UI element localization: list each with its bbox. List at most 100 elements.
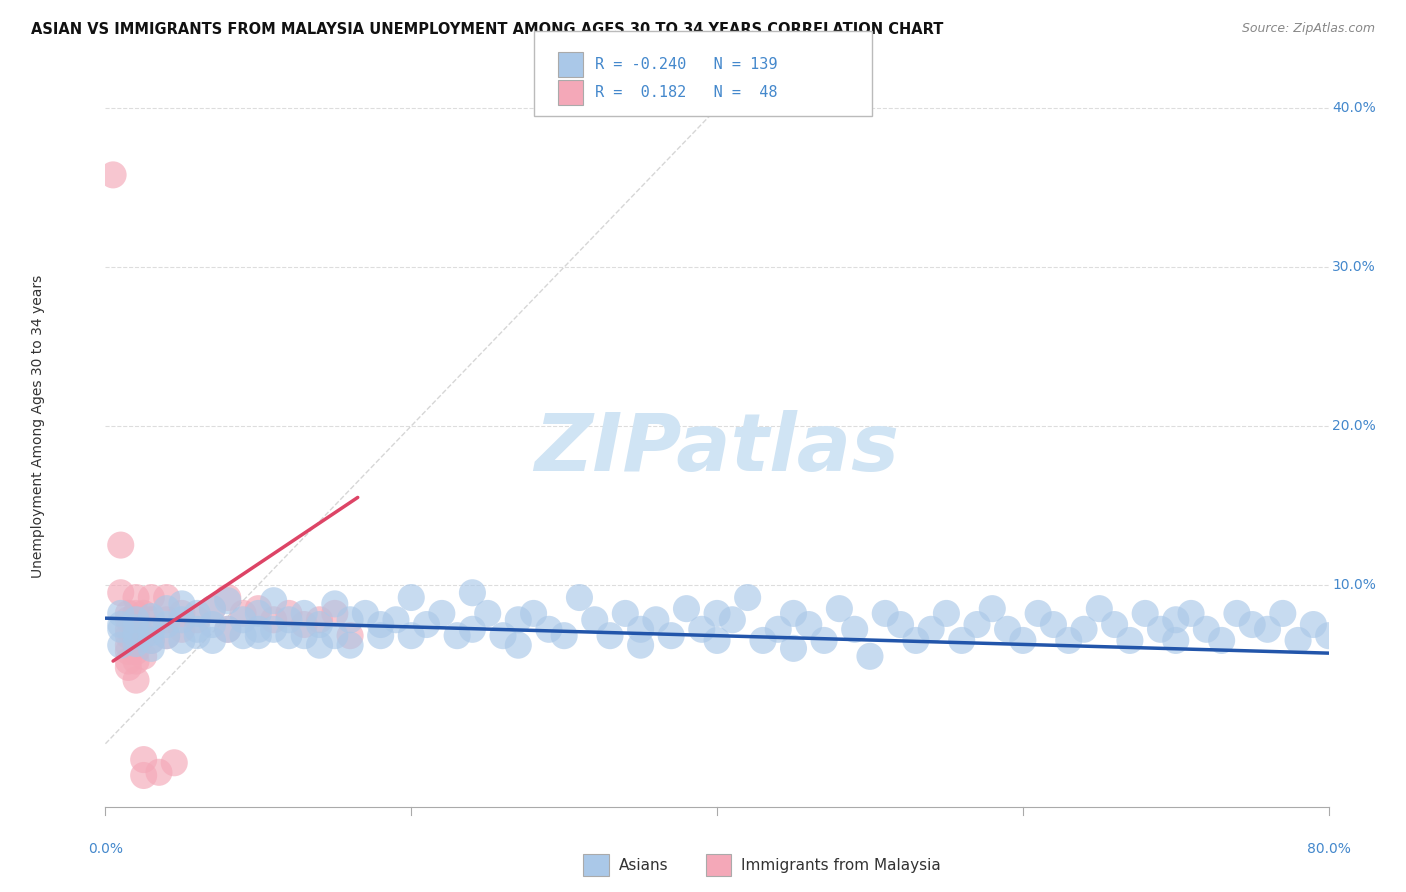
Point [201, 633, 224, 648]
Point [768, 623, 790, 637]
Point [523, 607, 546, 621]
Point [920, 623, 942, 637]
Point [132, 629, 155, 643]
Point [125, 591, 148, 605]
Point [782, 607, 804, 621]
Point [935, 607, 957, 621]
Point [1149, 623, 1171, 637]
Point [461, 586, 484, 600]
Point [217, 593, 239, 607]
Point [1271, 607, 1294, 621]
Point [1104, 617, 1126, 632]
Point [132, 753, 155, 767]
Point [1180, 607, 1202, 621]
Point [155, 617, 177, 632]
Point [201, 601, 224, 615]
Point [263, 593, 285, 607]
Point [706, 633, 728, 648]
Point [1164, 613, 1187, 627]
Point [101, 168, 124, 182]
Point [263, 623, 285, 637]
Point [117, 654, 139, 668]
Point [477, 607, 499, 621]
Point [170, 597, 193, 611]
Point [141, 609, 163, 624]
Point [323, 629, 346, 643]
Point [859, 649, 882, 664]
Point [813, 633, 835, 648]
Point [110, 586, 132, 600]
Point [599, 629, 621, 643]
Point [125, 625, 148, 640]
Point [247, 623, 270, 637]
Point [1011, 633, 1033, 648]
Point [117, 660, 139, 674]
Point [125, 613, 148, 627]
Point [232, 613, 254, 627]
Point [508, 638, 530, 652]
Point [399, 591, 422, 605]
Point [125, 629, 148, 643]
Point [737, 591, 759, 605]
Point [110, 607, 132, 621]
Point [247, 601, 270, 615]
Point [125, 617, 148, 632]
Point [844, 623, 866, 637]
Point [217, 623, 239, 637]
Point [630, 638, 652, 652]
Point [117, 623, 139, 637]
Point [430, 607, 453, 621]
Point [201, 617, 224, 632]
Point [1088, 601, 1111, 615]
Point [828, 601, 851, 615]
Point [170, 623, 193, 637]
Point [125, 673, 148, 687]
Text: R =  0.182   N =  48: R = 0.182 N = 48 [595, 85, 778, 100]
Point [997, 623, 1019, 637]
Point [752, 633, 775, 648]
Point [1226, 607, 1249, 621]
Point [1119, 633, 1142, 648]
Point [308, 617, 330, 632]
Point [981, 601, 1004, 615]
Point [217, 623, 239, 637]
Point [370, 629, 392, 643]
Point [141, 613, 163, 627]
Point [1241, 617, 1264, 632]
Point [904, 633, 927, 648]
Point [797, 617, 820, 632]
Point [277, 613, 299, 627]
Point [966, 617, 988, 632]
Point [117, 607, 139, 621]
Point [399, 629, 422, 643]
Point [247, 607, 270, 621]
Point [141, 633, 163, 648]
Point [155, 591, 177, 605]
Point [308, 613, 330, 627]
Point [339, 613, 361, 627]
Text: Source: ZipAtlas.com: Source: ZipAtlas.com [1241, 22, 1375, 36]
Point [950, 633, 973, 648]
Point [148, 765, 170, 780]
Point [110, 538, 132, 552]
Point [1057, 633, 1080, 648]
Point [186, 607, 208, 621]
Point [170, 607, 193, 621]
Point [614, 607, 637, 621]
Point [247, 629, 270, 643]
Point [186, 623, 208, 637]
Text: R = -0.240   N = 139: R = -0.240 N = 139 [595, 57, 778, 72]
Point [277, 629, 299, 643]
Point [308, 638, 330, 652]
Point [125, 637, 148, 651]
Point [1195, 623, 1218, 637]
Point [1026, 607, 1049, 621]
Point [323, 607, 346, 621]
Point [132, 768, 155, 782]
Point [186, 613, 208, 627]
Point [1164, 633, 1187, 648]
Point [125, 607, 148, 621]
Point [117, 644, 139, 658]
Point [782, 641, 804, 656]
Point [1211, 633, 1233, 648]
